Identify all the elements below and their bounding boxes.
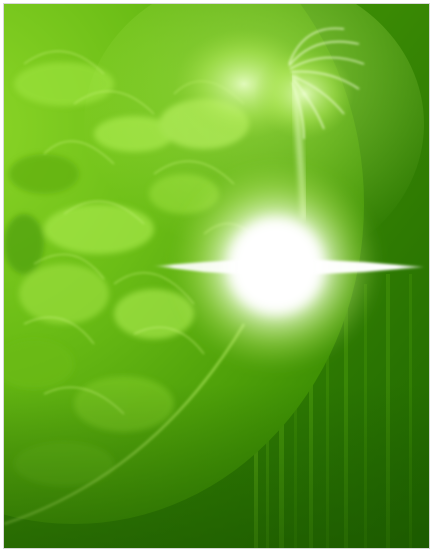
bottom-shade: [4, 384, 429, 548]
solar-flare-image: [4, 4, 429, 548]
saturation-streak: [152, 258, 424, 276]
solar-image-frame: [3, 3, 430, 549]
